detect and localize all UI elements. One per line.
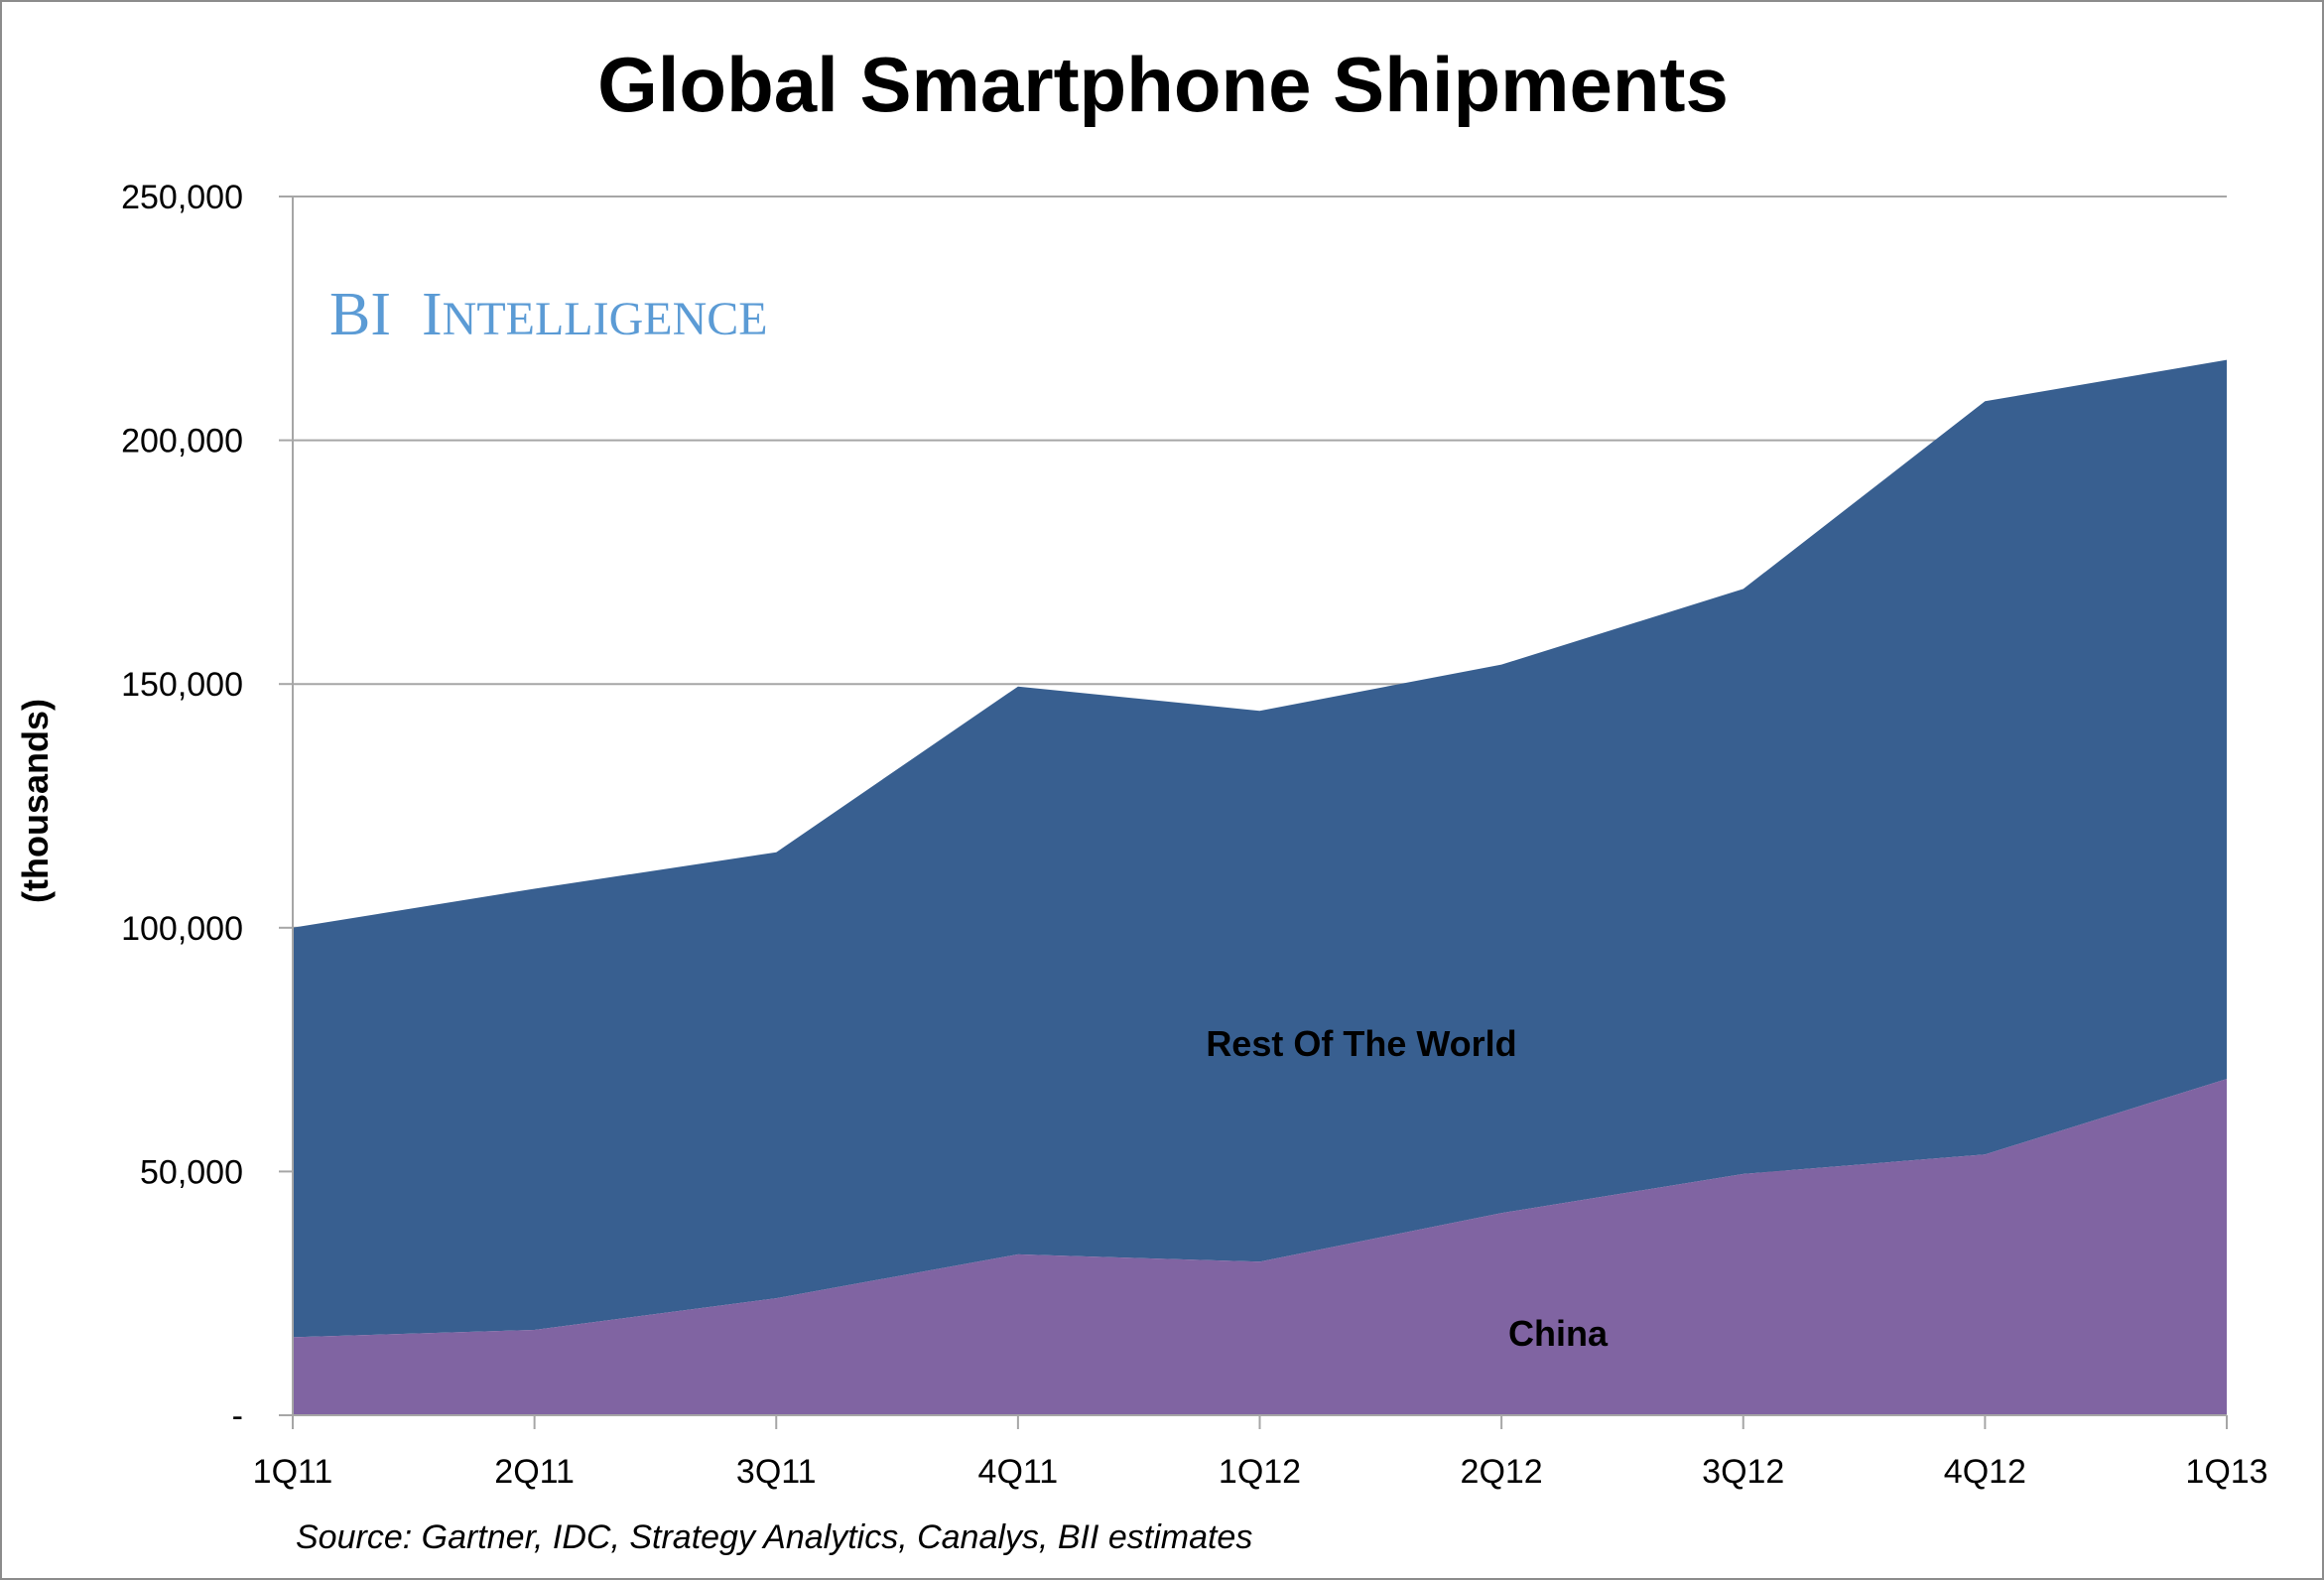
y-tick-label: 250,000 [121,179,243,216]
x-tick-label: 3Q12 [1702,1453,1784,1491]
area-label-china: China [1508,1313,1609,1354]
y-tick-label: 100,000 [121,910,243,948]
x-tick-label: 2Q12 [1461,1453,1543,1491]
y-tick-label: 150,000 [121,666,243,704]
area-layer [293,359,2227,1415]
y-axis-title: (thousands) [15,699,56,903]
source-note: Source: Gartner, IDC, Strategy Analytics… [296,1518,1252,1556]
x-tick-label: 1Q12 [1219,1453,1301,1491]
x-tick-label: 4Q11 [978,1453,1059,1491]
x-tick-label: 2Q11 [494,1453,575,1491]
area-china [293,1079,2227,1415]
area-rest-of-the-world [293,359,2227,1338]
x-tick-label: 1Q11 [253,1453,333,1491]
x-tick-label: 4Q12 [1944,1453,2026,1491]
chart-title: Global Smartphone Shipments [597,41,1729,128]
bi-intelligence-watermark: BI INTELLIGENCE [329,281,768,348]
x-tick-label: 1Q13 [2185,1453,2267,1491]
axis-layer: - 50,000 100,000 150,000 200,000 250,000 1Q11 2… [121,179,2268,1491]
area-label-rest-of-the-world: Rest Of The World [1206,1023,1516,1064]
y-tick-label: 50,000 [140,1153,243,1191]
y-tick-label: 200,000 [121,423,243,461]
y-tick-label: - [232,1397,243,1435]
x-tick-label: 3Q11 [736,1453,817,1491]
